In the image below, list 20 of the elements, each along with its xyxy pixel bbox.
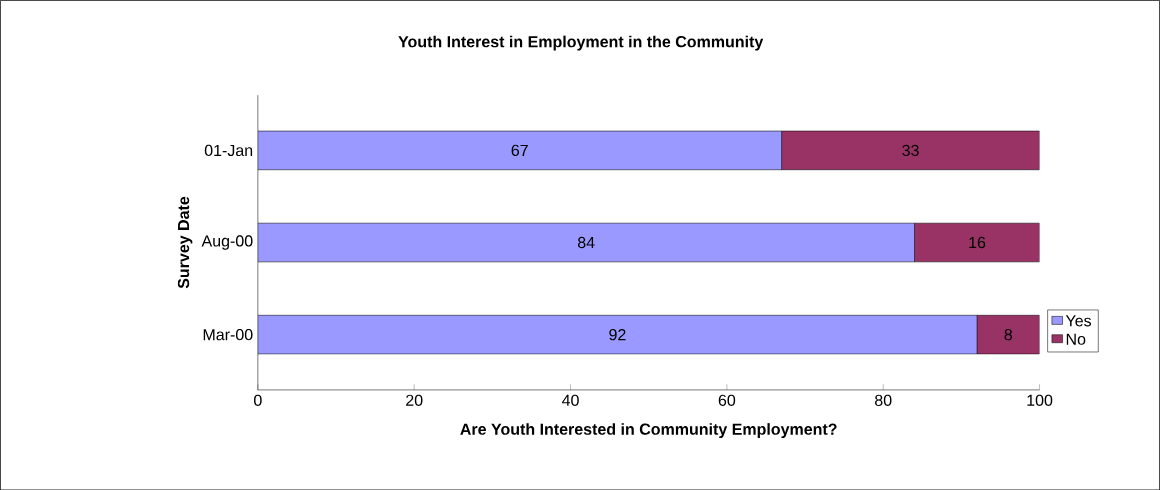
x-tick-label: 0 [254,394,262,406]
x-tick-label: 20 [406,394,423,406]
y-tick-label: Mar-00 [203,328,253,341]
x-tick-label: 100 [1027,394,1053,406]
data-label: 8 [1004,328,1013,341]
data-label: 84 [577,236,595,248]
x-tick-label: 40 [562,394,579,406]
y-tick-label: 01-Jan [204,144,253,156]
data-label: 92 [609,328,626,341]
data-label: 67 [511,144,528,156]
legend-label: Yes [1065,315,1092,327]
legend-label: No [1066,333,1086,345]
x-tick-label: 60 [718,394,736,406]
y-axis-title: Survey Date [177,196,193,289]
chart-title: Youth Interest in Employment in the Community [398,35,764,51]
data-label: 33 [902,144,919,156]
data-label: 16 [969,236,986,248]
x-axis-title: Are Youth Interested in Community Employment? [460,422,837,438]
y-tick-label: Aug-00 [201,235,253,250]
x-tick-label: 80 [875,394,892,406]
